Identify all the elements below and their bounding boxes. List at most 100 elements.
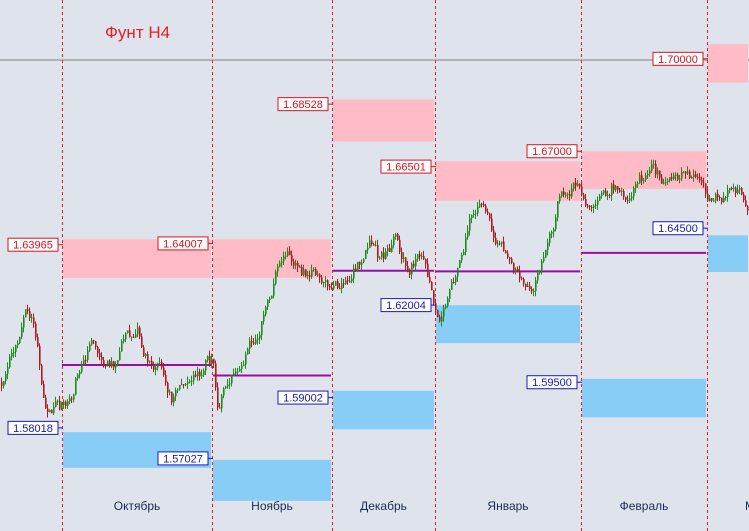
candle-body [483,204,485,206]
candle-body [651,164,653,171]
candle-body [283,256,285,262]
candle-body [255,339,257,344]
candle-body [251,341,253,343]
candle-body [717,193,719,198]
candle-body [279,262,281,267]
candle-body [571,188,573,197]
candle-body [473,213,475,216]
candle-body [53,406,55,414]
candle-body [611,184,613,196]
candle-body [95,341,97,347]
candle-body [275,271,277,284]
candle-body [137,327,139,335]
candle-body [629,198,631,201]
candle-body [393,236,395,246]
resistance-label-text: 1.66501 [386,162,426,174]
candle-body [701,180,703,183]
candle-body [489,213,491,219]
candle-body [723,197,725,203]
candle-body [419,254,421,257]
candle-body [581,186,583,195]
candle-body [183,384,185,386]
candle-body [377,245,379,259]
support-label-4: 1.59500 [526,375,582,390]
candle-body [417,254,419,259]
candle-body [633,188,635,197]
support-zone-4 [582,378,706,418]
support-label-text: 1.62004 [386,300,426,312]
candle-body [361,262,363,265]
candle-body [139,327,141,337]
support-label-text: 1.59500 [532,377,572,389]
candle-body [437,310,439,317]
candle-body [11,353,13,357]
candle-body [675,174,677,176]
candle-body [7,367,9,374]
candle-body [129,330,131,338]
candle-body [423,255,425,260]
candle-body [227,384,229,387]
candle-body [37,337,39,347]
candle-body [605,190,607,196]
candle-body [477,206,479,214]
candle-body [387,248,389,252]
candle-body [397,234,399,240]
candle-body [3,381,5,386]
candle-body [707,193,709,202]
candle-body [747,206,749,211]
candle-body [179,384,181,390]
candle-body [221,395,223,409]
candle-body [171,391,173,403]
candle-body [631,196,633,199]
candle-body [617,186,619,190]
candle-body [119,351,121,361]
candle-body [619,189,621,192]
resistance-label-text: 1.64007 [163,238,203,250]
candle-body [229,383,231,385]
candle-body [259,334,261,339]
candle-body [249,341,251,349]
candle-body [445,306,447,309]
candle-body [237,371,239,373]
candle-body [513,262,515,273]
candle-body [555,217,557,230]
candle-body [603,190,605,194]
candle-body [269,298,271,300]
candle-body [375,245,377,247]
candle-body [357,261,359,270]
candle-body [685,171,687,174]
candle-body [525,283,527,288]
candle-body [519,271,521,279]
candle-body [607,194,609,196]
candle-body [191,380,193,382]
candle-body [693,174,695,177]
month-separators [62,0,708,531]
candle-body [339,287,341,289]
candle-body [299,266,301,268]
candle-body [507,253,509,258]
candle-body [511,258,513,263]
candle-body [713,200,715,202]
candle-body [69,398,71,402]
candle-body [421,255,423,257]
candle-body [217,387,219,408]
candle-body [565,194,567,196]
candle-body [271,295,273,299]
candle-body [101,357,103,361]
candle-body [703,182,705,184]
candle-body [527,285,529,288]
candle-body [159,362,161,364]
resistance-label-text: 1.63965 [13,240,53,252]
candle-body [683,171,685,173]
candle-body [13,351,15,354]
resistance-zone-1 [213,239,331,278]
candle-body [371,240,373,245]
candle-body [71,398,73,400]
candle-body [597,200,599,205]
candle-body [135,334,137,338]
candle-body [641,175,643,181]
candle-body [235,371,237,374]
candle-body [167,382,169,393]
candle-body [195,374,197,377]
